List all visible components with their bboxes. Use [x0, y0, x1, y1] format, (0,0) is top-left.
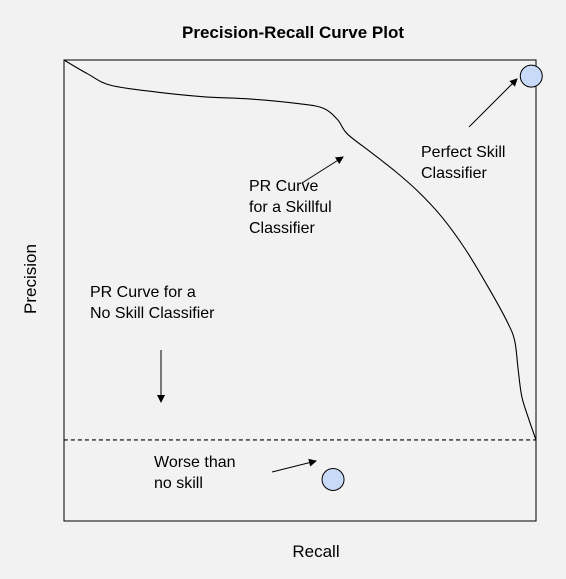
skillful-pr-curve: [64, 60, 536, 440]
worse-than-no-skill-point: [322, 469, 344, 491]
annotation-perfect-skill: Perfect Skill Classifier: [421, 144, 510, 182]
points-layer: [322, 65, 542, 490]
annotation-no-skill: PR Curve for a No Skill Classifier: [90, 284, 215, 322]
series-layer: [64, 60, 536, 440]
worse-arrow: [272, 461, 316, 472]
perfect-skill-arrow: [469, 79, 517, 127]
annotation-skillful: PR Curve for a Skillful Classifier: [249, 178, 336, 237]
x-axis-label: Recall: [292, 542, 339, 561]
annotation-worse: Worse than no skill: [154, 454, 240, 492]
perfect-skill-point: [520, 65, 542, 87]
y-axis-label: Precision: [21, 244, 40, 314]
chart-title: Precision-Recall Curve Plot: [182, 23, 404, 42]
